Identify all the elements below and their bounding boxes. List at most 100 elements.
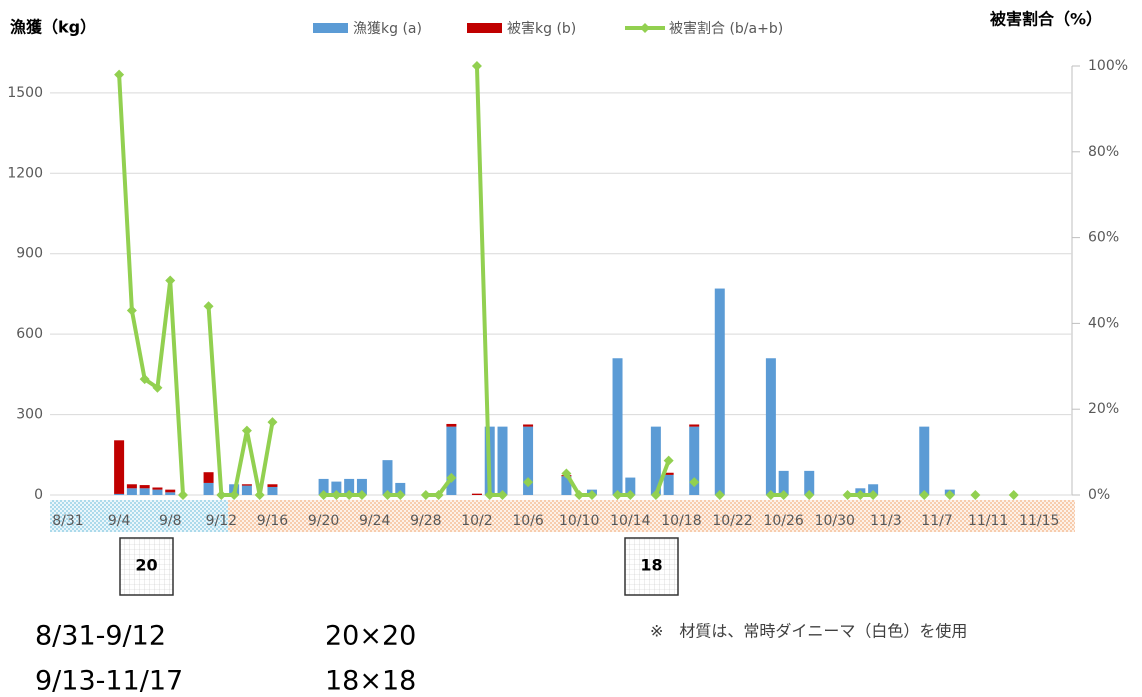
marker: [842, 490, 853, 500]
marker: [216, 490, 227, 500]
x-tick-label: 8/31: [52, 513, 83, 529]
bar: [152, 489, 163, 495]
y2-tick-label: 20%: [1088, 401, 1119, 417]
bar: [663, 474, 674, 495]
period-mesh: 20×20: [325, 621, 416, 652]
bar: [471, 493, 482, 495]
marker: [919, 490, 930, 500]
x-tick-label: 10/10: [559, 513, 599, 529]
bar: [714, 288, 725, 495]
bar: [446, 426, 457, 495]
y2-tick-label: 0%: [1088, 487, 1110, 503]
line: [119, 66, 1014, 495]
marker: [765, 490, 776, 500]
marker: [1008, 490, 1019, 500]
mesh-label: 20: [135, 556, 157, 575]
marker: [804, 490, 815, 500]
marker: [344, 490, 355, 500]
bar: [765, 358, 776, 495]
x-tick-label: 9/28: [410, 513, 441, 529]
x-tick-label: 10/30: [815, 513, 855, 529]
marker: [420, 490, 431, 500]
marker: [944, 490, 955, 500]
period-strip: [228, 500, 1075, 532]
bar: [804, 470, 815, 495]
bar: [778, 470, 789, 495]
bar: [165, 489, 176, 493]
marker: [395, 490, 406, 500]
period-range: 8/31-9/12: [35, 621, 166, 652]
marker: [561, 468, 572, 479]
bar: [126, 488, 137, 495]
marker: [612, 490, 623, 500]
marker: [241, 425, 252, 436]
y-tick-label: 0: [34, 487, 43, 503]
y-axis-title: 漁獲（kg）: [10, 18, 96, 37]
y2-axis-title: 被害割合（%）: [990, 10, 1102, 29]
marker: [523, 477, 534, 488]
bar: [139, 485, 150, 489]
y-tick-label: 1200: [7, 165, 43, 181]
note: ※ 材質は、常時ダイニーマ（白色）を使用: [650, 622, 967, 641]
marker: [471, 61, 482, 71]
marker: [433, 490, 444, 500]
mesh-label: 18: [640, 556, 662, 575]
bar: [344, 478, 355, 495]
y-tick-label: 900: [16, 246, 43, 262]
bar: [267, 484, 278, 487]
marker: [970, 490, 981, 500]
legend-swatch: [313, 23, 348, 33]
bar: [446, 423, 457, 427]
marker: [650, 490, 661, 500]
marker: [318, 490, 329, 500]
bar: [203, 472, 214, 483]
bar: [663, 472, 674, 475]
bar: [114, 440, 125, 494]
marker: [139, 374, 150, 385]
x-tick-label: 9/12: [206, 513, 237, 529]
y-tick-label: 600: [16, 326, 43, 342]
marker: [625, 490, 636, 500]
marker: [114, 69, 125, 80]
x-tick-label: 11/11: [968, 513, 1008, 529]
bar: [139, 488, 150, 495]
legend-label: 被害kg (b): [507, 21, 576, 37]
marker: [663, 455, 674, 466]
y2-tick-label: 60%: [1088, 230, 1119, 246]
marker: [574, 490, 585, 500]
bar: [331, 481, 342, 495]
marker: [165, 275, 176, 286]
marker: [254, 490, 265, 500]
bar: [561, 476, 572, 495]
marker: [778, 490, 789, 500]
marker: [331, 490, 342, 500]
marker: [203, 301, 214, 312]
marker: [382, 490, 393, 500]
marker: [229, 490, 240, 500]
marker: [152, 382, 163, 393]
legend-swatch: [640, 23, 650, 33]
bar: [868, 484, 879, 495]
mesh-box: [624, 537, 679, 596]
bar: [241, 485, 252, 495]
bar: [152, 487, 163, 490]
marker: [497, 490, 508, 500]
marker: [855, 490, 866, 500]
bar: [919, 426, 930, 495]
y2-tick-label: 40%: [1088, 315, 1119, 331]
bar: [267, 486, 278, 495]
period-range: 9/13-11/17: [35, 666, 183, 697]
bar: [356, 478, 367, 495]
marker: [178, 490, 189, 500]
marker: [586, 490, 597, 500]
bar: [625, 477, 636, 495]
x-tick-label: 10/18: [661, 513, 701, 529]
marker: [446, 472, 457, 483]
marker: [484, 490, 495, 500]
bar: [318, 478, 329, 495]
x-tick-label: 10/26: [763, 513, 803, 529]
x-tick-label: 9/4: [108, 513, 131, 529]
bar: [497, 426, 508, 495]
marker: [868, 490, 879, 500]
